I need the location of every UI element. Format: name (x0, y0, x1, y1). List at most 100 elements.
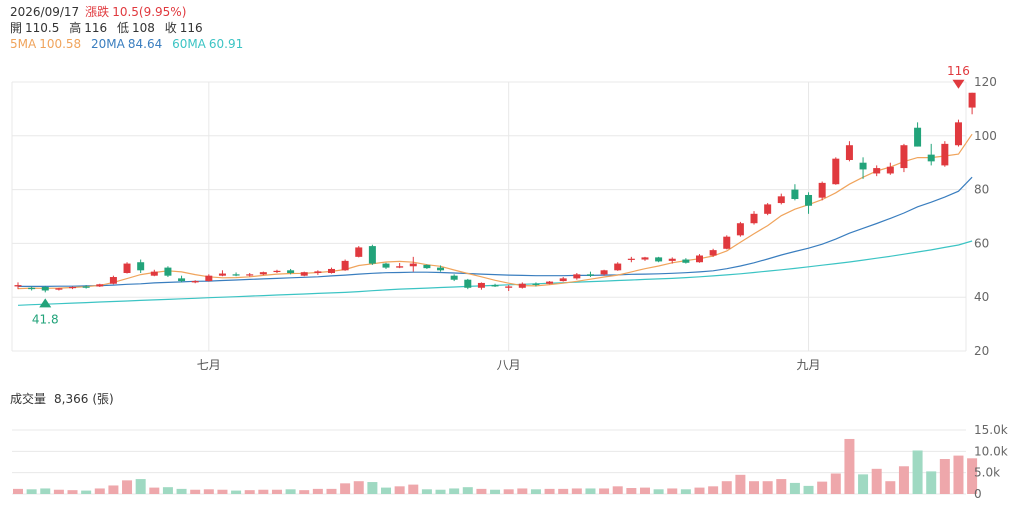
candle-body (600, 270, 608, 275)
low-marker-label: 41.8 (32, 312, 59, 326)
candle-body (314, 271, 322, 273)
candle-body (614, 263, 622, 271)
open-label: 開 (10, 21, 23, 35)
candle-body (750, 213, 758, 224)
candle-body (927, 154, 935, 162)
volume-bar (503, 489, 514, 494)
candle-body (791, 189, 799, 200)
volume-bar (612, 486, 623, 494)
volume-bar (421, 489, 432, 494)
candlesticks (14, 92, 976, 293)
volume-bar (639, 487, 650, 494)
candle-body (287, 270, 295, 273)
candle-body (655, 257, 663, 262)
candle-body (327, 268, 335, 273)
volume-label: 成交量 (10, 392, 47, 406)
volume-bar (708, 486, 719, 494)
volume-bar (912, 450, 923, 494)
quote-header: 2026/09/17 漲跌 10.5(9.95%) (10, 4, 192, 20)
candle-body (464, 279, 472, 288)
candle-body (109, 277, 117, 284)
candle-body (69, 286, 77, 289)
volume-bar (326, 488, 337, 494)
candle-body (873, 168, 881, 174)
volume-bar (299, 490, 310, 494)
month-label: 九月 (797, 358, 821, 372)
volume-bar (858, 474, 869, 494)
grid-lines (11, 81, 967, 495)
volume-bar (340, 483, 351, 494)
candle-body (696, 255, 703, 263)
volume-bar (817, 481, 828, 494)
volume-bar (776, 479, 787, 494)
candle-body (409, 263, 417, 267)
volume-bar (135, 479, 146, 494)
low-label: 低 (116, 21, 129, 35)
high-label: 高 (69, 21, 82, 35)
volume-bar (462, 487, 473, 494)
candle-body (232, 274, 240, 276)
volume-bar (789, 482, 800, 494)
candle-body (709, 250, 717, 256)
price-tick-label: 80 (974, 183, 989, 197)
moving-average-lines (17, 133, 973, 306)
candle-body (437, 267, 445, 271)
month-label: 八月 (497, 358, 521, 372)
volume-bar (735, 474, 746, 494)
volume-bar (176, 488, 187, 494)
volume-bar (408, 484, 419, 494)
candle-body (341, 260, 349, 271)
volume-bar (312, 488, 323, 494)
candle-body (914, 127, 922, 147)
volume-tick-label: 5.0k (974, 466, 1000, 480)
candle-body (41, 286, 49, 291)
volume-bar (122, 480, 133, 494)
high-value: 116 (84, 21, 108, 35)
volume-bar (217, 489, 228, 494)
candle-body (450, 275, 458, 280)
volume-bar (53, 489, 64, 494)
candle-body (627, 258, 635, 260)
volume-bar (953, 455, 964, 494)
candle-body (491, 285, 499, 287)
candle-body (164, 267, 172, 276)
price-tick-label: 20 (974, 344, 989, 358)
volume-bar (271, 489, 282, 494)
volume-bar (926, 471, 937, 494)
volume-bar (721, 481, 732, 494)
candle-body (14, 285, 22, 287)
candle-body (137, 262, 145, 271)
volume-bar (653, 489, 664, 494)
candle-body (736, 223, 744, 236)
candle-body (150, 271, 158, 276)
volume-bar (626, 488, 637, 494)
candle-body (832, 158, 840, 185)
volume-tick-label: 10.0k (974, 444, 1008, 458)
volume-bar (830, 473, 841, 494)
high-marker-label: 116 (947, 64, 970, 78)
volume-bar (967, 458, 978, 494)
volume-bar (558, 488, 569, 494)
ma5-line (17, 133, 973, 290)
ma5-label: 5MA (10, 37, 37, 51)
candle-body (218, 273, 226, 276)
candle-body (845, 145, 853, 161)
candle-body (764, 204, 772, 214)
volume-bar (898, 466, 909, 494)
candle-body (477, 282, 485, 288)
ma5-value: 100.58 (39, 37, 82, 51)
candle-body (178, 278, 186, 282)
volume-bar (585, 488, 596, 494)
quote-date: 2026/09/17 (10, 5, 80, 19)
candle-body (82, 286, 90, 288)
volume-bar (449, 488, 460, 494)
volume-bar (749, 481, 760, 494)
volume-bar (844, 438, 855, 494)
volume-bar (367, 482, 378, 494)
volume-bar (694, 487, 705, 494)
candle-body (191, 281, 199, 283)
close-label: 收 (164, 21, 177, 35)
volume-bar (476, 488, 487, 494)
candle-body (273, 270, 281, 273)
